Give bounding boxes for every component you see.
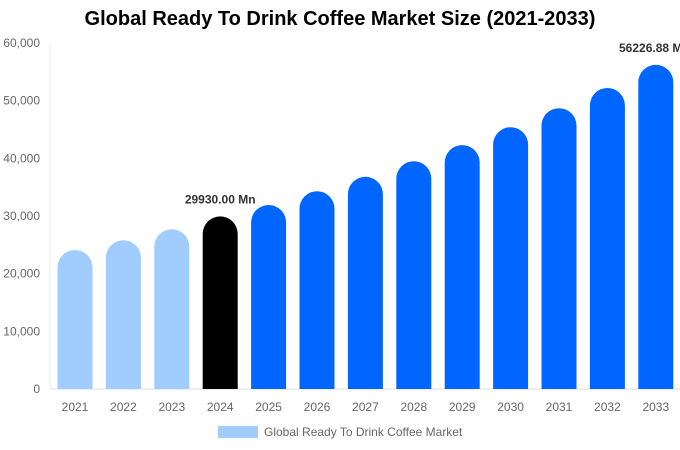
x-tick-label: 2032 <box>594 400 621 414</box>
x-tick-label: 2033 <box>642 400 669 414</box>
x-tick-label: 2027 <box>352 400 379 414</box>
bar-2023 <box>154 229 190 389</box>
bar-2026 <box>299 191 335 389</box>
x-tick-label: 2021 <box>62 400 89 414</box>
x-tick-label: 2029 <box>449 400 476 414</box>
bar-2025 <box>251 205 287 389</box>
data-label: 29930.00 Mn <box>185 192 256 206</box>
legend-label: Global Ready To Drink Coffee Market <box>264 425 463 439</box>
bar-2033 <box>638 64 674 389</box>
y-tick-label: 0 <box>33 382 40 396</box>
y-tick-label: 30,000 <box>3 209 40 223</box>
x-tick-label: 2023 <box>158 400 185 414</box>
bar-2024 <box>202 216 238 389</box>
x-tick-label: 2022 <box>110 400 137 414</box>
chart-title: Global Ready To Drink Coffee Market Size… <box>84 8 596 30</box>
bar-2029 <box>444 145 480 389</box>
bar-2031 <box>541 108 577 389</box>
legend-swatch <box>218 426 258 438</box>
x-tick-label: 2024 <box>207 400 234 414</box>
bar-2027 <box>347 176 383 389</box>
bar-2032 <box>589 87 625 389</box>
bar-2021 <box>57 250 93 389</box>
y-tick-label: 10,000 <box>3 324 40 338</box>
bar-2030 <box>493 127 529 389</box>
bar-2022 <box>105 240 141 389</box>
x-tick-label: 2025 <box>255 400 282 414</box>
y-tick-label: 50,000 <box>3 94 40 108</box>
x-tick-label: 2028 <box>400 400 427 414</box>
y-tick-label: 60,000 <box>3 36 40 50</box>
bar-2028 <box>396 161 432 389</box>
x-tick-label: 2030 <box>497 400 524 414</box>
data-label: 56226.88 Mn <box>619 41 680 55</box>
x-tick-label: 2026 <box>304 400 331 414</box>
y-tick-label: 40,000 <box>3 151 40 165</box>
legend[interactable]: Global Ready To Drink Coffee Market <box>218 425 462 439</box>
y-tick-label: 20,000 <box>3 267 40 281</box>
x-tick-label: 2031 <box>546 400 573 414</box>
